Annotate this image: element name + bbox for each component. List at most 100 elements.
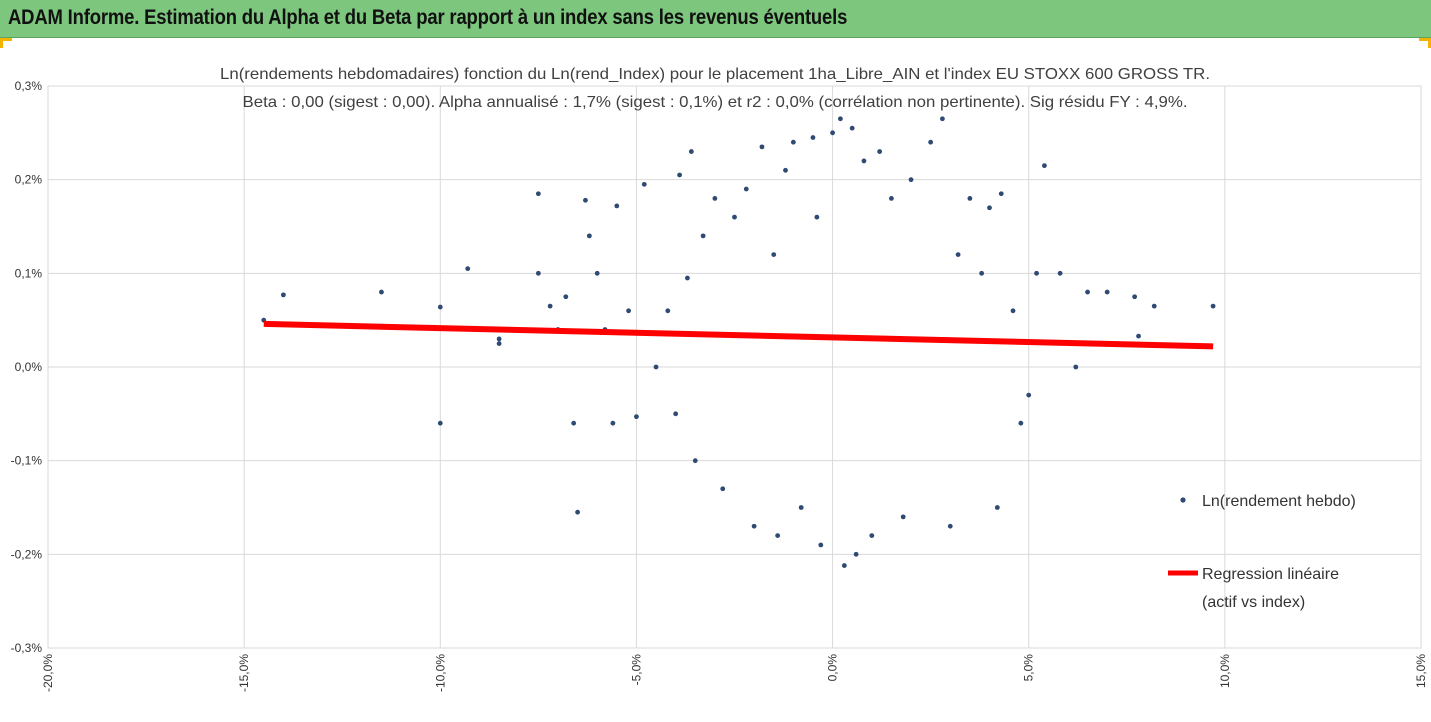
y-tick-label: -0,2% bbox=[11, 547, 43, 561]
scatter-point bbox=[751, 523, 757, 529]
scatter-point bbox=[861, 158, 867, 164]
regression-line bbox=[263, 320, 1214, 350]
scatter-point bbox=[641, 181, 647, 187]
corner-accent-left-vertical bbox=[0, 38, 3, 48]
scatter-point bbox=[280, 292, 286, 298]
legend-scatter-marker bbox=[1180, 497, 1186, 503]
scatter-point bbox=[849, 125, 855, 131]
scatter-point bbox=[1104, 289, 1110, 295]
scatter-point bbox=[1018, 420, 1024, 426]
legend: Ln(rendement hebdo) Regression linéaire … bbox=[1168, 493, 1356, 611]
scatter-point bbox=[955, 252, 961, 257]
scatter-point bbox=[563, 294, 569, 300]
scatter-point bbox=[437, 304, 443, 310]
scatter-point bbox=[653, 364, 659, 370]
scatter-point bbox=[583, 197, 588, 203]
scatter-point bbox=[634, 414, 639, 420]
scatter-point bbox=[759, 144, 765, 150]
x-tick-label: -10,0% bbox=[433, 654, 447, 692]
scatter-point bbox=[814, 214, 820, 220]
scatter-point bbox=[379, 289, 384, 295]
scatter-point bbox=[818, 542, 824, 548]
scatter-point bbox=[665, 308, 671, 314]
report-title: ADAM Informe. Estimation du Alpha et du … bbox=[8, 6, 848, 29]
report-banner: ADAM Informe. Estimation du Alpha et du … bbox=[0, 0, 1431, 38]
scatter-point bbox=[1057, 270, 1063, 276]
scatter-point bbox=[575, 509, 580, 515]
scatter-point bbox=[1010, 308, 1016, 314]
scatter-point bbox=[790, 139, 796, 145]
scatter-point bbox=[889, 196, 894, 201]
scatter-point bbox=[994, 505, 1000, 510]
scatter-point bbox=[547, 303, 553, 309]
corner-accent-right-horizontal bbox=[1419, 38, 1431, 41]
scatter-point bbox=[535, 270, 541, 276]
scatter-point bbox=[908, 177, 914, 183]
scatter-point bbox=[673, 411, 679, 417]
scatter-point bbox=[677, 172, 682, 178]
scatter-point bbox=[614, 203, 620, 209]
scatter-point bbox=[877, 149, 883, 154]
scatter-point bbox=[979, 270, 985, 276]
scatter-point bbox=[743, 186, 749, 192]
scatter-point bbox=[594, 270, 600, 276]
grid-lines bbox=[47, 85, 1422, 649]
y-tick-label: -0,3% bbox=[11, 641, 43, 655]
axes bbox=[47, 85, 1422, 649]
scatter-point bbox=[685, 275, 690, 281]
scatter-point bbox=[1210, 303, 1216, 309]
x-tick-label: 0,0% bbox=[826, 654, 840, 682]
x-tick-label: 15,0% bbox=[1414, 654, 1428, 688]
y-tick-label: -0,1% bbox=[11, 454, 43, 468]
scatter-point bbox=[1085, 289, 1090, 295]
scatter-point bbox=[1042, 163, 1047, 169]
scatter-point bbox=[967, 196, 973, 201]
scatter-point bbox=[783, 167, 788, 173]
scatter-point bbox=[947, 523, 953, 529]
scatter-point bbox=[496, 341, 502, 346]
x-tick-label: -20,0% bbox=[41, 654, 55, 692]
scatter-point bbox=[1132, 294, 1138, 300]
scatter-point bbox=[626, 308, 631, 314]
scatter-point bbox=[465, 266, 471, 272]
scatter-point bbox=[810, 135, 816, 140]
scatter-point bbox=[798, 505, 804, 510]
scatter-point bbox=[771, 252, 777, 257]
x-tick-labels: -20,0% -15,0% -10,0% -5,0% 0,0% 5,0% 10,0% 15,0… bbox=[41, 654, 1428, 692]
legend-scatter-label: Ln(rendement hebdo) bbox=[1202, 493, 1356, 510]
scatter-point bbox=[720, 486, 726, 492]
scatter-point bbox=[700, 233, 706, 239]
scatter-point bbox=[712, 196, 718, 201]
scatter-point bbox=[732, 214, 737, 220]
scatter-points bbox=[261, 116, 1216, 568]
scatter-point bbox=[830, 130, 835, 136]
scatter-point bbox=[1151, 303, 1157, 309]
scatter-point bbox=[775, 533, 781, 538]
y-tick-label: 0,1% bbox=[15, 266, 43, 280]
scatter-point bbox=[838, 116, 843, 122]
x-tick-label: 5,0% bbox=[1022, 654, 1036, 682]
legend-regression-label: Regression linéaire bbox=[1202, 566, 1339, 583]
scatter-point bbox=[940, 116, 945, 122]
scatter-point bbox=[900, 514, 906, 520]
scatter-point bbox=[869, 533, 875, 538]
scatter-point bbox=[1034, 270, 1039, 276]
scatter-point bbox=[688, 149, 694, 154]
legend-regression-label-line2: (actif vs index) bbox=[1202, 594, 1305, 611]
scatter-point bbox=[1136, 333, 1141, 339]
scatter-point bbox=[841, 563, 847, 568]
scatter-point bbox=[987, 205, 992, 211]
y-tick-label: 0,3% bbox=[15, 79, 43, 93]
x-tick-label: 10,0% bbox=[1218, 654, 1232, 688]
scatter-point bbox=[1026, 392, 1032, 398]
plot-border bbox=[47, 85, 1422, 649]
scatter-point bbox=[853, 551, 859, 557]
corner-accent-left-horizontal bbox=[0, 38, 12, 41]
regression-line-layer bbox=[263, 320, 1214, 350]
scatter-point bbox=[998, 191, 1004, 197]
scatter-point bbox=[928, 139, 934, 145]
scatter-point bbox=[610, 420, 616, 426]
chart-title-line1: Ln(rendements hebdomadaires) fonction du… bbox=[220, 66, 1210, 83]
y-tick-labels: 0,3% 0,2% 0,1% 0,0% -0,1% -0,2% -0,3% bbox=[11, 79, 43, 655]
scatter-point bbox=[496, 336, 502, 342]
